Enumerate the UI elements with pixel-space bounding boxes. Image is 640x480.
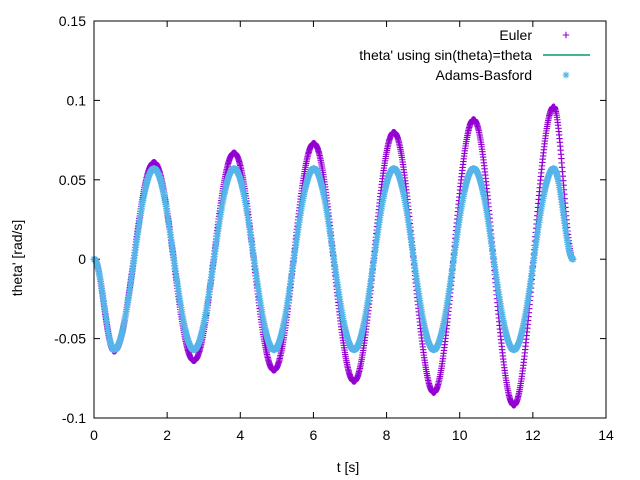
x-tick-label: 12	[525, 427, 541, 443]
series-3	[90, 165, 577, 354]
legend-swatch	[562, 31, 570, 39]
legend-label: Euler	[499, 27, 532, 43]
x-tick-label: 10	[452, 427, 468, 443]
frame-layer	[93, 20, 607, 419]
x-tick-label: 14	[598, 427, 614, 443]
y-tick-label: 0.1	[67, 92, 87, 108]
series-point	[569, 255, 577, 263]
x-axis-label: t [s]	[337, 459, 360, 475]
y-tick-label: -0.05	[54, 331, 86, 347]
x-tick-label: 4	[236, 427, 244, 443]
legend-label: theta' using sin(theta)=theta	[359, 47, 532, 63]
legend-label: Adams-Basford	[436, 67, 532, 83]
y-tick-label: 0.05	[59, 172, 86, 188]
x-tick-label: 6	[310, 427, 318, 443]
x-tick-label: 0	[90, 427, 98, 443]
series-layer	[90, 103, 577, 409]
y-tick-label: 0.15	[59, 13, 86, 29]
legend: Euler theta' using sin(theta)=theta Adams-…	[359, 27, 590, 83]
y-tick-label: 0	[78, 251, 86, 267]
legend-swatch	[562, 71, 570, 79]
x-tick-label: 2	[163, 427, 171, 443]
x-tick-label: 8	[383, 427, 391, 443]
plot-frame	[93, 20, 607, 419]
y-axis-label: theta' [rad/s]	[9, 220, 25, 297]
y-tick-label: -0.1	[62, 410, 86, 426]
